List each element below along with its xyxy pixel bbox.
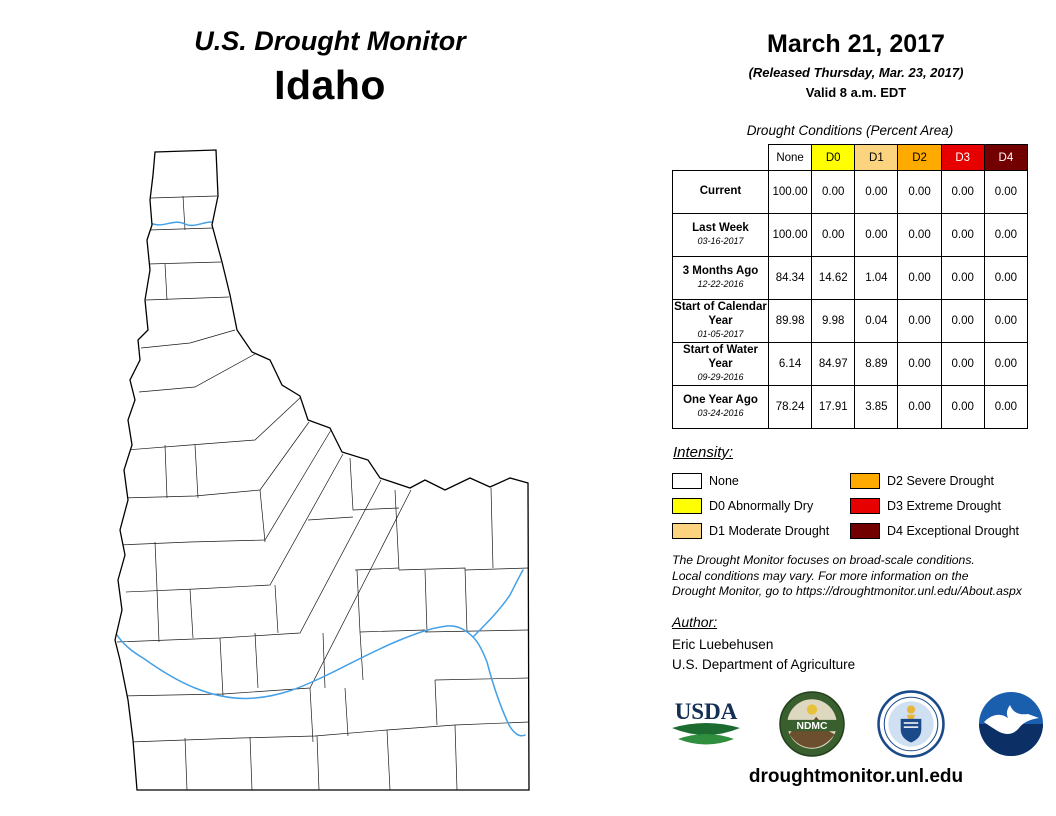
col-header-d3: D3 <box>940 144 985 171</box>
value-cell: 78.24 <box>767 385 813 429</box>
value-cell: 0.04 <box>854 299 899 343</box>
usda-logo: USDA <box>672 699 740 745</box>
table-row: Current 100.00 0.00 0.00 0.00 0.00 0.00 <box>672 170 1029 214</box>
value-cell: 0.00 <box>811 213 856 257</box>
col-header-d0: D0 <box>811 144 856 171</box>
idaho-map <box>95 140 625 805</box>
date-block: March 21, 2017 (Released Thursday, Mar. … <box>660 30 1052 100</box>
d0-swatch <box>672 497 702 514</box>
county-boundaries <box>116 195 529 790</box>
value-cell: 0.00 <box>811 170 856 214</box>
value-cell: 0.00 <box>983 256 1029 300</box>
value-cell: 0.00 <box>897 213 942 257</box>
value-cell: 0.00 <box>983 342 1029 386</box>
commerce-seal-logo <box>877 690 946 758</box>
value-cell: 100.00 <box>767 170 813 214</box>
value-cell: 0.00 <box>897 170 942 214</box>
table-row: 3 Months Ago 12-22-2016 84.34 14.62 1.04… <box>672 256 1029 300</box>
d2-swatch <box>850 472 880 489</box>
value-cell: 84.97 <box>811 342 856 386</box>
value-cell: 0.00 <box>897 385 942 429</box>
blank-corner-cell <box>673 145 769 171</box>
value-cell: 0.00 <box>983 213 1029 257</box>
row-label: Start of Water Year 09-29-2016 <box>672 342 769 386</box>
table-row: Last Week 03-16-2017 100.00 0.00 0.00 0.… <box>672 213 1029 257</box>
footer-url: droughtmonitor.unl.edu <box>748 766 964 787</box>
state-outline <box>114 149 530 791</box>
svg-text:NDMC: NDMC <box>796 721 827 732</box>
value-cell: 0.00 <box>983 299 1029 343</box>
value-cell: 17.91 <box>811 385 856 429</box>
idaho-map-svg <box>114 149 530 791</box>
row-label: 3 Months Ago 12-22-2016 <box>672 256 769 300</box>
value-cell: 0.00 <box>854 170 899 214</box>
value-cell: 8.89 <box>854 342 899 386</box>
value-cell: 0.00 <box>897 256 942 300</box>
row-label: Current <box>672 170 769 214</box>
rivers <box>115 221 526 737</box>
table-row: One Year Ago 03-24-2016 78.24 17.91 3.85… <box>672 385 1029 429</box>
agency-logos: USDA NDMC <box>666 690 1044 758</box>
value-cell: 0.00 <box>897 342 942 386</box>
value-cell: 100.00 <box>767 213 813 257</box>
legend-item-d2: D2 Severe Drought <box>850 468 1056 493</box>
value-cell: 9.98 <box>811 299 856 343</box>
map-date: March 21, 2017 <box>767 30 945 58</box>
table-header-row: None D0 D1 D2 D3 D4 <box>673 144 1029 171</box>
state-name: Idaho <box>274 62 386 108</box>
value-cell: 0.00 <box>983 385 1029 429</box>
disclaimer-text: The Drought Monitor focuses on broad-sca… <box>672 553 1022 598</box>
ndmc-logo: NDMC <box>778 691 845 757</box>
d4-swatch <box>850 522 880 539</box>
row-label: Last Week 03-16-2017 <box>672 213 769 257</box>
value-cell: 14.62 <box>811 256 856 300</box>
released-date: (Released Thursday, Mar. 23, 2017) <box>748 65 964 80</box>
value-cell: 6.14 <box>767 342 813 386</box>
intensity-heading: Intensity: <box>673 444 734 461</box>
none-swatch <box>672 472 702 489</box>
legend-item-d1: D1 Moderate Drought <box>672 518 850 543</box>
noaa-logo <box>978 692 1043 756</box>
col-header-d1: D1 <box>854 144 899 171</box>
author-org: U.S. Department of Agriculture <box>672 657 856 672</box>
value-cell: 0.00 <box>940 213 985 257</box>
table-caption: Drought Conditions (Percent Area) <box>746 123 954 138</box>
author-name: Eric Luebehusen <box>672 637 774 652</box>
row-label: Start of Calendar Year 01-05-2017 <box>672 299 769 343</box>
col-header-none: None <box>767 144 813 171</box>
value-cell: 0.00 <box>897 299 942 343</box>
col-header-d4: D4 <box>983 144 1029 171</box>
d3-swatch <box>850 497 880 514</box>
value-cell: 89.98 <box>767 299 813 343</box>
legend-item-d0: D0 Abnormally Dry <box>672 493 850 518</box>
intensity-legend: None D0 Abnormally Dry D1 Moderate Droug… <box>672 468 1056 543</box>
drought-conditions-table: None D0 D1 D2 D3 D4 Current 100.00 0.00 … <box>672 144 1029 429</box>
value-cell: 3.85 <box>854 385 899 429</box>
value-cell: 0.00 <box>940 299 985 343</box>
value-cell: 0.00 <box>940 342 985 386</box>
value-cell: 84.34 <box>767 256 813 300</box>
valid-time: Valid 8 a.m. EDT <box>805 85 907 100</box>
row-label: One Year Ago 03-24-2016 <box>672 385 769 429</box>
value-cell: 1.04 <box>854 256 899 300</box>
value-cell: 0.00 <box>940 256 985 300</box>
report-title: U.S. Drought Monitor <box>194 26 466 56</box>
d1-swatch <box>672 522 702 539</box>
legend-item-d3: D3 Extreme Drought <box>850 493 1056 518</box>
value-cell: 0.00 <box>854 213 899 257</box>
value-cell: 0.00 <box>940 170 985 214</box>
col-header-d2: D2 <box>897 144 942 171</box>
legend-item-d4: D4 Exceptional Drought <box>850 518 1056 543</box>
svg-text:USDA: USDA <box>675 699 738 724</box>
author-heading: Author: <box>672 614 718 630</box>
value-cell: 0.00 <box>940 385 985 429</box>
table-row: Start of Calendar Year 01-05-2017 89.98 … <box>672 299 1029 343</box>
legend-item-none: None <box>672 468 850 493</box>
table-row: Start of Water Year 09-29-2016 6.14 84.9… <box>672 342 1029 386</box>
value-cell: 0.00 <box>983 170 1029 214</box>
